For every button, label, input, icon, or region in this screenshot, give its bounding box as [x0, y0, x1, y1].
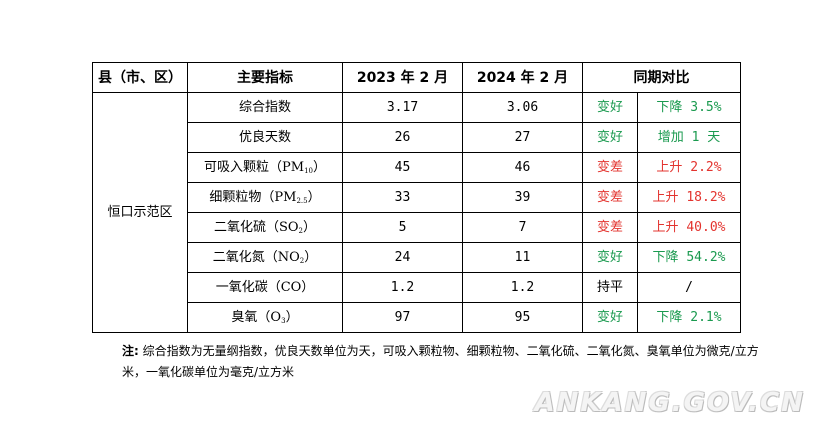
table-row: 细颗粒物（PM2.5） 33 39 变差 上升 18.2%	[93, 182, 741, 213]
header-county: 县（市、区）	[92, 62, 188, 93]
table-row: 二氧化硫（SO2） 5 7 变差 上升 40.0%	[93, 212, 741, 243]
header-row: 县（市、区） 主要指标 2023 年 2 月 2024 年 2 月 同期对比	[92, 62, 741, 93]
value-2023: 26	[342, 122, 463, 153]
indicator-name: 二氧化硫（SO2）	[187, 212, 343, 243]
value-2023: 5	[342, 212, 463, 243]
change-value: 上升 40.0%	[637, 212, 741, 243]
status-badge: 变好	[582, 122, 638, 153]
indicator-name: 一氧化碳（CO）	[187, 272, 343, 303]
change-value: 下降 3.5%	[637, 92, 741, 123]
value-2023: 3.17	[342, 92, 463, 123]
indicator-name: 细颗粒物（PM2.5）	[187, 182, 343, 213]
status-badge: 变好	[582, 242, 638, 273]
indicator-subscript: 2	[299, 256, 305, 265]
status-badge: 变好	[582, 92, 638, 123]
header-2023: 2023 年 2 月	[342, 62, 463, 93]
value-2024: 3.06	[462, 92, 583, 123]
table-row: 二氧化氮（NO2） 24 11 变好 下降 54.2%	[93, 242, 741, 273]
table-note: 注: 综合指数为无量纲指数，优良天数单位为天，可吸入颗粒物、细颗粒物、二氧化硫、…	[122, 341, 762, 383]
change-value: 下降 2.1%	[637, 302, 741, 333]
value-2024: 46	[462, 152, 583, 183]
table-row: 恒口示范区 综合指数 3.17 3.06 变好 下降 3.5%	[92, 92, 741, 333]
table-row: 可吸入颗粒（PM10） 45 46 变差 上升 2.2%	[93, 152, 741, 183]
change-value: 上升 2.2%	[637, 152, 741, 183]
county-cell: 恒口示范区	[92, 92, 188, 333]
value-2023: 97	[342, 302, 463, 333]
value-2024: 39	[462, 182, 583, 213]
value-2023: 1.2	[342, 272, 463, 303]
value-2024: 7	[462, 212, 583, 243]
indicator-name: 二氧化氮（NO2）	[187, 242, 343, 273]
value-2024: 1.2	[462, 272, 583, 303]
indicator-subscript: 2.5	[296, 196, 308, 205]
value-2024: 95	[462, 302, 583, 333]
status-badge: 变差	[582, 182, 638, 213]
indicator-name: 可吸入颗粒（PM10）	[187, 152, 343, 183]
value-2024: 27	[462, 122, 583, 153]
indicator-subscript: 2	[298, 226, 304, 235]
value-2023: 33	[342, 182, 463, 213]
note-label: 注:	[122, 344, 139, 358]
indicator-subscript: 10	[304, 166, 313, 175]
indicator-name: 综合指数	[187, 92, 343, 123]
change-value: 增加 1 天	[637, 122, 741, 153]
value-2023: 45	[342, 152, 463, 183]
value-2024: 11	[462, 242, 583, 273]
status-badge: 变差	[582, 212, 638, 243]
note-text: 综合指数为无量纲指数，优良天数单位为天，可吸入颗粒物、细颗粒物、二氧化硫、二氧化…	[122, 344, 759, 379]
indicator-name: 臭氧（O3）	[187, 302, 343, 333]
change-value: 上升 18.2%	[637, 182, 741, 213]
table-row: 优良天数 26 27 变好 增加 1 天	[93, 122, 741, 153]
table-row: 一氧化碳（CO） 1.2 1.2 持平 /	[93, 272, 741, 303]
header-2024: 2024 年 2 月	[462, 62, 583, 93]
status-badge: 变好	[582, 302, 638, 333]
header-indicator: 主要指标	[187, 62, 343, 93]
table-row: 臭氧（O3） 97 95 变好 下降 2.1%	[93, 302, 741, 333]
header-comparison: 同期对比	[582, 62, 741, 93]
air-quality-table: 县（市、区） 主要指标 2023 年 2 月 2024 年 2 月 同期对比 恒…	[92, 62, 741, 333]
indicator-name: 优良天数	[187, 122, 343, 153]
status-badge: 变差	[582, 152, 638, 183]
change-value: /	[637, 272, 741, 303]
watermark-logo: ANKANG.GOV.CN	[534, 388, 805, 418]
value-2023: 24	[342, 242, 463, 273]
indicator-subscript: 3	[281, 316, 286, 325]
status-badge: 持平	[582, 272, 638, 303]
change-value: 下降 54.2%	[637, 242, 741, 273]
